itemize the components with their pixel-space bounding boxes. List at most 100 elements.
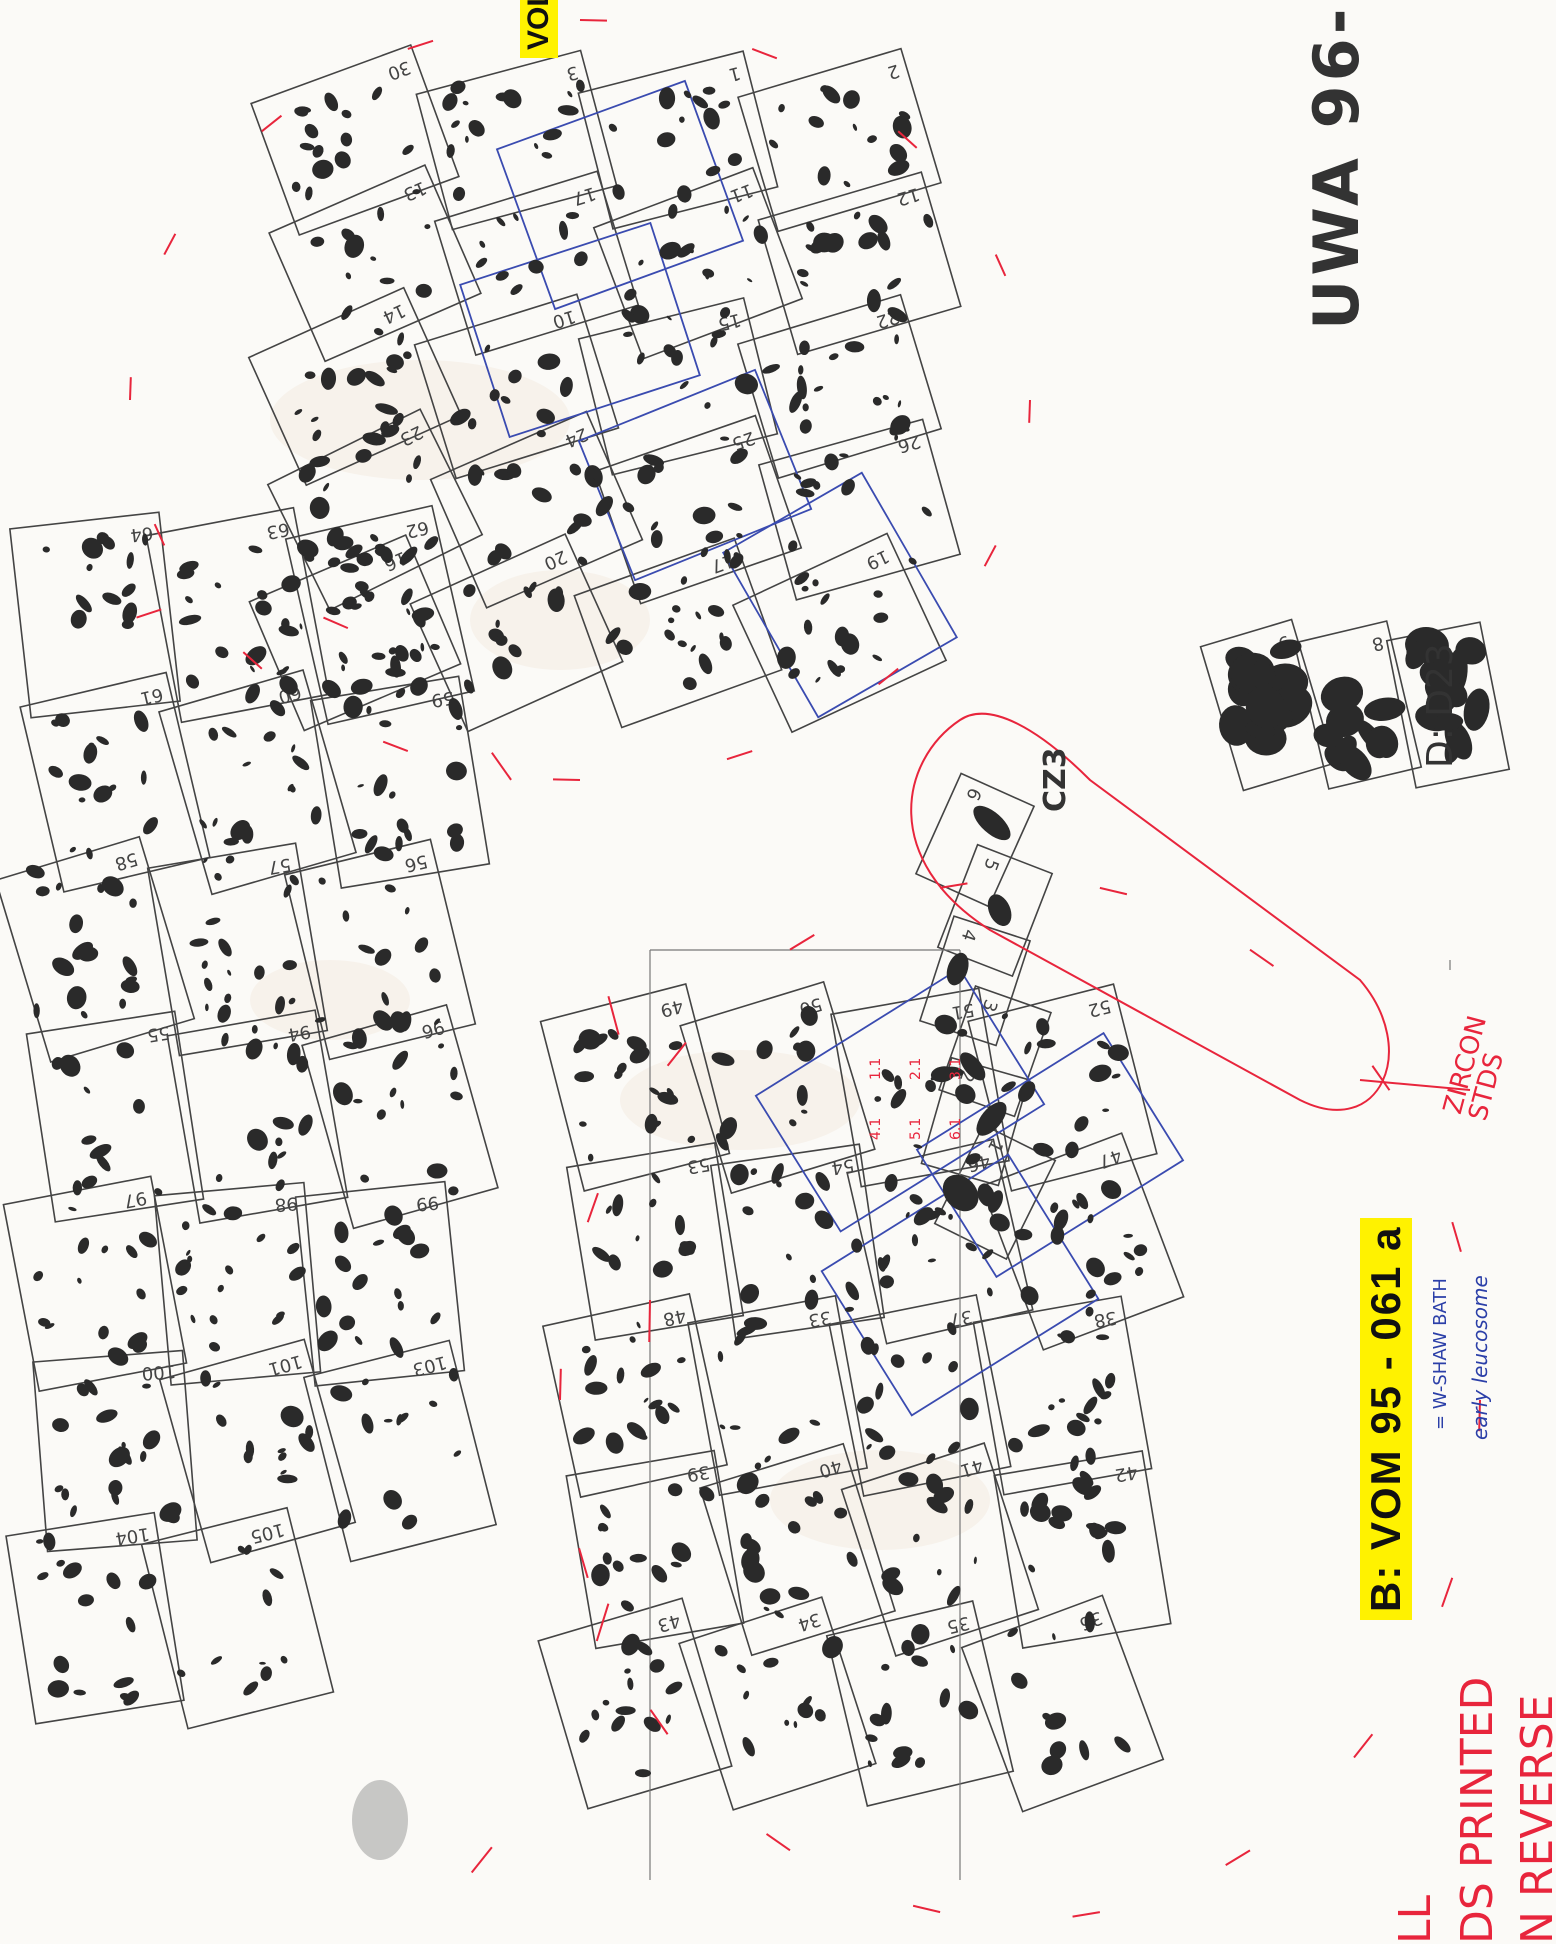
- boundary-mark: [579, 19, 608, 22]
- mineral-grain: [1105, 1372, 1116, 1389]
- mineral-grain: [892, 115, 912, 139]
- mineral-grain: [692, 506, 716, 525]
- mineral-grain: [495, 271, 509, 281]
- mineral-grain: [1100, 1391, 1112, 1400]
- mineral-grain: [268, 1151, 278, 1170]
- mineral-grain: [364, 835, 378, 854]
- mineral-grain: [1111, 1073, 1121, 1079]
- panel-number: 99: [415, 1191, 440, 1214]
- mineral-grain: [1074, 1116, 1089, 1132]
- mineral-grain: [47, 1680, 69, 1698]
- panel-number: 61: [138, 683, 165, 709]
- mineral-grain: [364, 591, 375, 602]
- boundary-mark: [1099, 886, 1128, 896]
- mineral-grain: [702, 86, 716, 95]
- mineral-grain: [250, 665, 255, 673]
- mineral-grain: [572, 1427, 595, 1445]
- mineral-grain: [223, 1206, 243, 1221]
- mineral-grain: [279, 675, 298, 695]
- mineral-grain: [390, 655, 402, 678]
- mineral-grain: [245, 646, 267, 666]
- mineral-grain: [55, 882, 62, 891]
- mineral-grain: [844, 1306, 855, 1312]
- mineral-grain: [733, 552, 740, 560]
- mineral-grain: [297, 539, 319, 558]
- mineral-grain: [513, 213, 519, 222]
- mineral-grain: [676, 1357, 686, 1364]
- mineral-grain: [798, 365, 804, 375]
- mineral-grain: [96, 1154, 111, 1172]
- mineral-grain: [796, 268, 809, 278]
- mineral-grain: [262, 1589, 273, 1607]
- mineral-grain: [717, 1351, 724, 1362]
- mineral-grain: [599, 1504, 611, 1519]
- mineral-grain: [1076, 1192, 1089, 1210]
- mineral-grain: [677, 640, 687, 648]
- analysed-area-outline: [459, 221, 701, 439]
- mineral-grain: [449, 833, 465, 852]
- mineral-grain: [531, 487, 552, 503]
- mineral-grain: [406, 608, 411, 616]
- mineral-grain: [281, 575, 301, 593]
- mineral-grain: [1024, 1041, 1032, 1055]
- panel-number: 12: [894, 183, 922, 210]
- mineral-grain: [605, 1205, 612, 1214]
- mineral-grain: [557, 105, 579, 116]
- mineral-grain: [298, 1114, 313, 1136]
- mineral-grain: [96, 736, 109, 745]
- mineral-grain: [463, 584, 476, 598]
- mineral-grain: [125, 1616, 136, 1633]
- mineral-grain: [627, 1677, 634, 1691]
- mineral-grain: [822, 1636, 843, 1659]
- mineral-grain: [401, 588, 413, 606]
- mineral-grain: [720, 307, 731, 319]
- boundary-mark: [607, 996, 620, 1035]
- panel-number: 3: [978, 997, 1002, 1015]
- mineral-grain: [746, 278, 753, 283]
- mineral-grain: [679, 116, 685, 123]
- mineral-grain: [44, 1323, 55, 1330]
- mineral-grain: [83, 743, 98, 764]
- mineral-grain: [805, 244, 816, 252]
- mineral-grain: [796, 375, 807, 400]
- boundary-mark: [726, 750, 753, 761]
- mineral-grain: [376, 1109, 386, 1120]
- grain-panel: 1: [577, 50, 779, 230]
- mineral-grain: [411, 607, 435, 622]
- panel-number: 94: [286, 1020, 312, 1045]
- mineral-grain: [755, 1493, 770, 1508]
- mineral-grain: [687, 1135, 696, 1143]
- mineral-grain: [649, 1087, 660, 1096]
- mineral-grain: [652, 1260, 673, 1278]
- panel-number: 58: [112, 848, 140, 875]
- mineral-grain: [730, 1163, 749, 1186]
- mineral-grain: [277, 1151, 287, 1159]
- d-standards-code: D: D23: [1420, 643, 1461, 768]
- mineral-grain: [138, 1573, 157, 1590]
- mineral-grain: [113, 1677, 134, 1689]
- grain-layer: [25, 79, 1490, 1778]
- mineral-grain: [1007, 1437, 1023, 1453]
- mineral-grain: [487, 549, 502, 566]
- mineral-grain: [430, 1166, 438, 1176]
- mineral-grain: [1011, 1672, 1028, 1689]
- mineral-grain: [655, 1405, 670, 1425]
- mineral-grain: [724, 549, 731, 564]
- mineral-grain: [884, 1173, 898, 1192]
- mineral-grain: [205, 1003, 209, 1012]
- mineral-grain: [52, 957, 75, 977]
- mineral-grain: [53, 1655, 70, 1674]
- mineral-grain: [1087, 1214, 1094, 1224]
- mineral-grain: [62, 1562, 82, 1579]
- panel-number: 34: [795, 1608, 823, 1635]
- mineral-grain: [1057, 1333, 1067, 1339]
- mineral-grain: [611, 1715, 625, 1732]
- mineral-grain: [119, 1693, 132, 1701]
- mineral-grain: [1086, 1257, 1105, 1278]
- mineral-grain: [879, 1445, 896, 1460]
- grain-panel: 36: [960, 1594, 1165, 1813]
- boundary-mark: [595, 1603, 610, 1642]
- mineral-grain: [205, 917, 221, 926]
- mineral-grain: [324, 92, 339, 112]
